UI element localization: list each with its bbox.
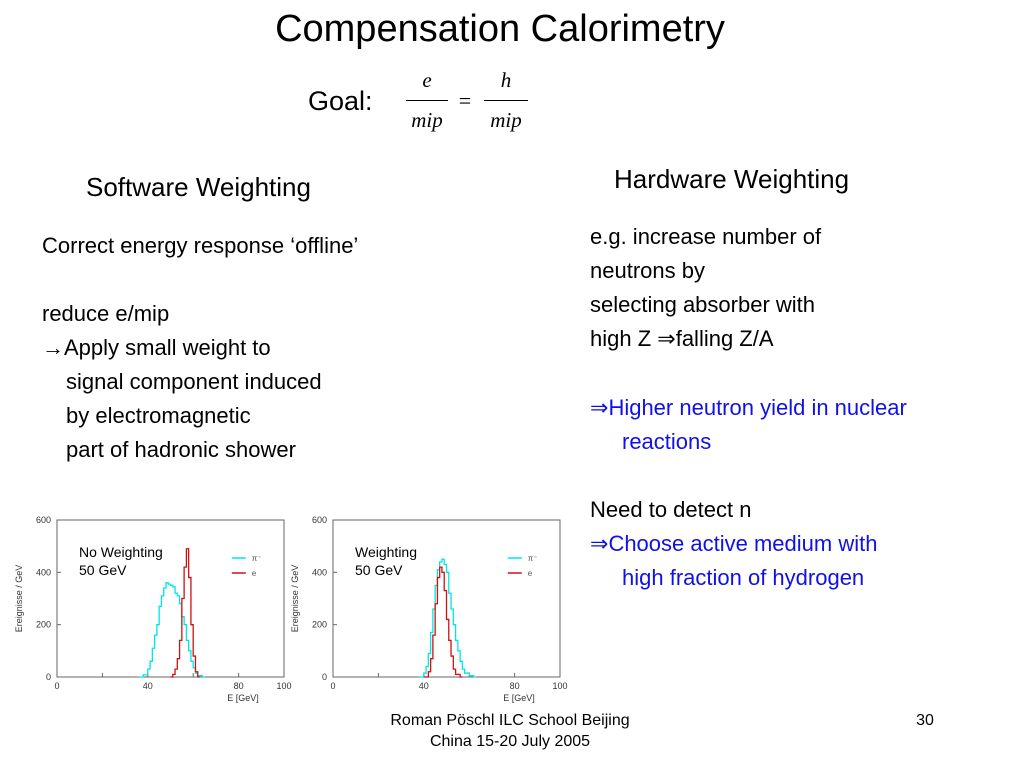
y-axis-label: Ereignisse / GeV [14, 565, 24, 633]
goal-right-numerator: h [500, 68, 512, 92]
x-tick-label: 0 [54, 681, 59, 691]
x-tick-label: 100 [552, 681, 567, 691]
y-tick-label: 600 [312, 515, 327, 525]
legend-label: π⁻ [528, 554, 538, 563]
hardware-blue-point-2: ⇒Choose active medium with [590, 531, 878, 556]
software-line-6: part of hadronic shower [66, 437, 296, 462]
software-line-1: Correct energy response ‘offline’ [42, 233, 359, 258]
histogram-no-weighting-svg: 0 40 80 100 0 200 400 600 Ereignisse / GeV E [GeV… [14, 515, 292, 703]
hardware-line-3: selecting absorber with [590, 292, 816, 317]
hardware-line-1: e.g. increase number of [590, 224, 822, 249]
x-tick-label: 40 [143, 681, 153, 691]
y-tick-label: 0 [322, 672, 327, 682]
y-tick-label: 600 [36, 515, 51, 525]
histogram-weighting: 0 40 80 100 0 200 400 600 Ereignisse / GeV E [GeV… [288, 515, 573, 710]
histogram-weighting-svg: 0 40 80 100 0 200 400 600 Ereignisse / GeV E [GeV… [290, 515, 568, 703]
plot-annotation-energy: 50 GeV [355, 562, 403, 578]
y-tick-label: 400 [312, 567, 327, 577]
implies-symbol: ⇒ [590, 531, 609, 556]
software-line-5: by electromagnetic [66, 403, 251, 428]
hardware-blue-point-1: ⇒Higher neutron yield in nuclear [590, 395, 907, 420]
goal-equals-sign: = [458, 88, 472, 113]
goal-left-fraction-bar [406, 100, 448, 101]
hardware-line-4: high Z ⇒falling Z/A [590, 326, 774, 351]
slide-title: Compensation Calorimetry [275, 8, 725, 50]
y-axis-label: Ereignisse / GeV [290, 565, 300, 633]
histogram-series-pion [419, 558, 477, 678]
x-tick-label: 0 [330, 681, 335, 691]
x-tick-label: 80 [510, 681, 520, 691]
goal-left-denominator: mip [411, 108, 443, 132]
y-tick-label: 200 [312, 620, 327, 630]
hardware-line-2: neutrons by [590, 258, 705, 283]
plot-annotation-title: Weighting [355, 544, 417, 560]
software-line-2: reduce e/mip [42, 301, 170, 326]
histogram-no-weighting: 0 40 80 100 0 200 400 600 Ereignisse / GeV E [GeV… [12, 515, 297, 710]
histogram-series-electron [423, 566, 463, 678]
x-tick-label: 100 [276, 681, 291, 691]
x-tick-label: 80 [234, 681, 244, 691]
y-tick-label: 400 [36, 567, 51, 577]
hardware-blue-point-2-cont: high fraction of hydrogen [622, 565, 865, 590]
legend-label: e [252, 569, 257, 578]
page-number: 30 [916, 712, 934, 729]
histogram-series-electron [170, 548, 201, 678]
x-axis-label: E [GeV] [503, 693, 535, 703]
plot-frame [332, 519, 561, 678]
y-tick-label: 0 [46, 672, 51, 682]
software-line-4: signal component induced [66, 369, 322, 394]
footer-line-2: China 15-20 July 2005 [429, 733, 591, 750]
goal-right-fraction-bar [484, 100, 528, 101]
x-axis-label: E [GeV] [227, 693, 259, 703]
implies-symbol: ⇒ [657, 326, 676, 351]
software-weighting-heading: Software Weighting [86, 172, 311, 202]
plot-annotation-energy: 50 GeV [79, 562, 127, 578]
legend-label: e [528, 569, 533, 578]
footer-author: Roman Pöschl ILC School Beijing China 15… [340, 710, 680, 752]
hardware-blue-point-1-cont: reactions [622, 429, 712, 454]
goal-left-numerator: e [422, 68, 432, 92]
x-tick-label: 40 [419, 681, 429, 691]
software-line-3: →Apply small weight to [42, 335, 271, 360]
implies-symbol: ⇒ [590, 395, 609, 420]
plot-annotation-title: No Weighting [79, 544, 163, 560]
hardware-weighting-heading: Hardware Weighting [614, 164, 850, 194]
hardware-line-5: Need to detect n [590, 497, 752, 522]
legend-label: π⁻ [252, 554, 262, 563]
goal-label: Goal: [308, 86, 373, 116]
histogram-series-pion [138, 582, 205, 678]
footer-line-1: Roman Pöschl ILC School Beijing [390, 712, 630, 729]
y-tick-label: 200 [36, 620, 51, 630]
right-arrow-symbol: → [42, 335, 64, 360]
goal-right-denominator: mip [490, 108, 522, 132]
